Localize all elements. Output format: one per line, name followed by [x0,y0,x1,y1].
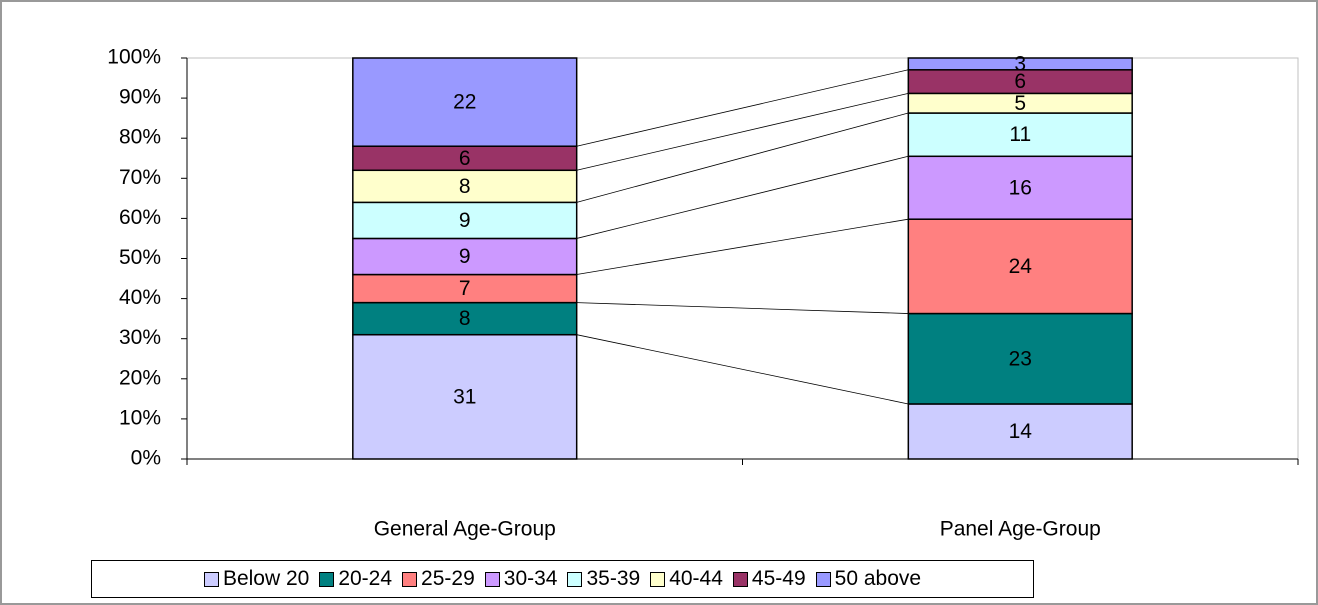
data-label: 11 [1009,123,1031,146]
legend-item: 35-39 [567,567,640,591]
legend-swatch [815,571,831,587]
x-tick-label: Panel Age-Group [940,518,1101,541]
bar-segment [907,312,1133,405]
y-tick-label: 90% [119,86,161,109]
legend-label: 30-34 [503,567,558,590]
legend-item: 25-29 [402,567,475,591]
legend-label: 35-39 [586,567,641,590]
bar-segment [352,301,578,336]
data-label: 14 [1009,420,1033,443]
y-tick-label: 40% [119,286,161,309]
y-tick-label: 60% [119,206,161,229]
bar-segment [907,218,1133,315]
data-label: 9 [459,209,471,232]
legend-item: 50 above [815,567,922,591]
bar-segment [352,145,578,172]
data-label: 16 [1009,176,1032,199]
y-tick-label: 30% [119,326,161,349]
y-tick-label: 80% [119,126,161,149]
bar-segment [907,112,1133,158]
legend: Below 20 20-24 25-29 30-34 35-39 40-44 45-49 50… [91,560,1034,598]
data-label: 31 [453,385,476,408]
legend-swatch [319,571,335,587]
legend-label: 45-49 [751,567,806,590]
bar-segment [907,155,1133,220]
y-tick-label: 70% [119,166,161,189]
x-tick-label: General Age-Group [374,518,556,541]
data-label: 8 [459,175,471,198]
legend-label: Below 20 [222,567,310,590]
bar-segment [352,273,578,304]
data-label: 23 [1009,347,1032,370]
legend-label: 50 above [834,567,922,590]
data-label: 7 [459,277,471,300]
connector [576,155,909,239]
legend-swatch [203,571,219,587]
bar-segment [352,169,578,204]
connector [576,302,909,314]
data-label: 6 [459,147,471,170]
legend-label: 25-29 [421,567,475,590]
data-label: 8 [459,307,471,330]
legend-swatch [650,571,666,587]
legend-swatch [484,571,500,587]
legend-swatch [402,571,418,587]
connector [576,112,909,203]
data-label: 22 [453,91,476,114]
y-tick-label: 50% [119,246,161,269]
legend-item: 30-34 [484,567,558,591]
bar-segment [352,201,578,240]
data-label: 3 [1014,52,1026,75]
y-tick-label: 100% [107,46,161,69]
bar-segment [352,333,578,460]
legend-item: Below 20 [203,567,310,591]
data-label: 6 [1014,70,1026,93]
data-label: 9 [459,245,471,268]
legend-label: 20-24 [338,567,393,590]
connector [576,69,909,147]
bar-segment [352,57,578,147]
y-tick-label: 20% [119,366,161,389]
legend-item: 40-44 [650,567,723,591]
data-label: 5 [1014,92,1026,115]
connector [576,218,909,275]
legend-swatch [567,571,583,587]
legend-swatch [732,571,748,587]
legend-item: 20-24 [319,567,392,591]
bar-segment [907,57,1133,71]
legend-item: 45-49 [732,567,806,591]
connector [576,334,909,405]
data-label: 24 [1009,255,1033,278]
legend-label: 40-44 [669,567,723,590]
connector [576,92,909,171]
y-tick-label: 10% [119,406,161,429]
y-tick-label: 0% [131,447,161,470]
bar-segment [352,237,578,276]
